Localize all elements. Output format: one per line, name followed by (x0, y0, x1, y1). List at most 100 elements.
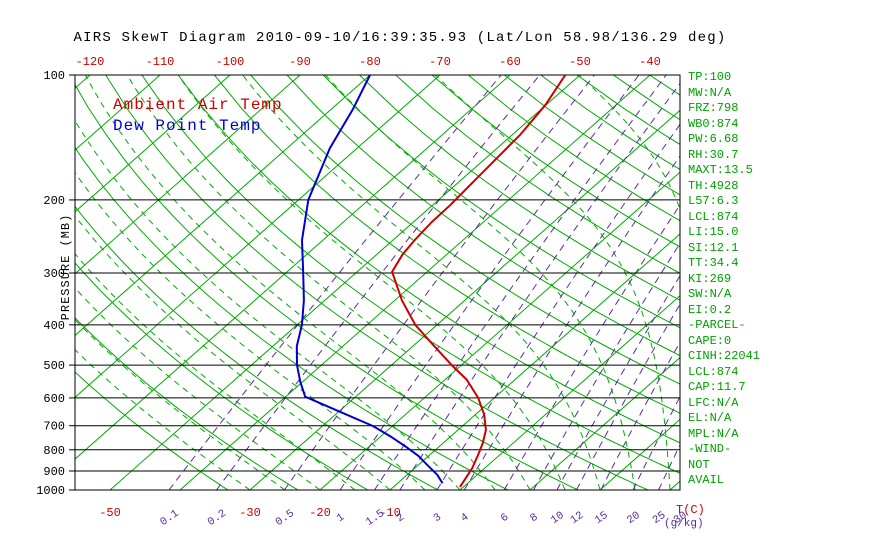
stat-line: MW:N/A (688, 85, 732, 100)
pressure-tick-label: 400 (43, 319, 65, 333)
isotherm-line (75, 75, 161, 151)
top-axis-tick-label: -110 (146, 55, 175, 69)
bottom-axis-tick-label: -20 (309, 506, 331, 520)
stat-line: WB0:874 (688, 116, 739, 131)
bottom-axis-tick-label: -30 (239, 506, 261, 520)
mixing-ratio-line (556, 274, 680, 490)
stat-line: RH:30.7 (688, 147, 739, 162)
stat-line: AVAIL (688, 473, 725, 487)
isotherm-line (75, 75, 511, 460)
pressure-axis: 100 200 300 400 500 600 700 800 900 1000 (36, 69, 681, 498)
stat-line: MAXT:13.5 (688, 163, 753, 177)
moist-adiabat-line (75, 319, 286, 490)
mixing-ratio-label: 1 (335, 511, 348, 525)
dry-adiabat-line (286, 75, 680, 357)
moist-adiabat-line (325, 75, 636, 490)
top-axis-tick-label: -50 (569, 55, 591, 69)
top-axis-tick-label: -70 (429, 55, 451, 69)
dry-adiabat-line (75, 146, 509, 490)
dry-adiabat-line (75, 371, 229, 490)
mixing-ratio-label: 4 (459, 511, 472, 525)
dry-adiabat-line (322, 75, 680, 329)
isotherm-line (389, 233, 680, 490)
stat-line: CAPE:0 (688, 333, 732, 348)
mixing-ratio-label: 0.2 (206, 508, 229, 529)
top-axis-tick-label: -120 (76, 55, 105, 69)
ambient-air-temp-curve (391, 75, 567, 488)
stat-line: KI:269 (688, 271, 732, 286)
isotherm-line (179, 75, 651, 490)
mixing-ratio-line (168, 75, 502, 490)
moist-adiabat-line (177, 75, 566, 490)
mixing-ratio-line (533, 242, 680, 490)
moist-adiabat-line (75, 119, 461, 490)
mixing-ratio-line (436, 123, 680, 490)
pressure-tick-label: 300 (43, 267, 65, 281)
dry-adiabat-line (75, 317, 299, 490)
moist-adiabat-line (75, 287, 321, 490)
mixing-ratio-label: 3 (432, 512, 444, 526)
mixing-ratio-label: 6 (499, 512, 511, 526)
pressure-tick-label: 1000 (36, 484, 65, 498)
moist-adiabat-line (242, 75, 601, 490)
stats-panel: TP:100 MW:N/A FRZ:798 WB0:874 PW:6.68 RH:30.7… (688, 70, 760, 489)
mixing-ratio-label: 8 (528, 512, 540, 526)
mixing-ratio-line (399, 82, 680, 490)
isotherm-line (75, 75, 231, 213)
stat-line: CAP:11.7 (688, 380, 746, 394)
mixing-ratio-label: 20 (625, 510, 643, 527)
dry-adiabat-line (250, 75, 680, 385)
mixing-ratio-line (374, 75, 667, 490)
stat-line: TP:100 (688, 70, 732, 84)
mixing-ratio-line (339, 75, 640, 490)
mixing-ratio-label: 15 (593, 510, 611, 527)
stat-line: EI:0.2 (688, 302, 732, 317)
moist-adiabat-line (126, 75, 531, 490)
dry-adiabat-line (141, 75, 680, 474)
moist-adiabat-line (84, 75, 496, 490)
isotherm-line (75, 75, 371, 337)
stat-line: MPL:N/A (688, 426, 739, 441)
isotherm-line (599, 418, 680, 490)
chart-title: AIRS SkewT Diagram 2010-09-10/16:39:35.9… (73, 30, 727, 46)
bottom-axis-tick-label: -10 (379, 506, 401, 520)
isotherm-line (529, 356, 680, 490)
temp-axis-unit-label: T(C) (676, 503, 705, 517)
mixing-ratio-unit-label: (g/kg) (664, 518, 704, 530)
mixing-ratio-line (216, 75, 541, 490)
dry-adiabat-line (177, 75, 680, 444)
dry-adiabat-line (75, 205, 439, 490)
dry-adiabat-line (75, 83, 579, 490)
stat-line: LI:15.0 (688, 225, 739, 239)
stat-line: -PARCEL- (688, 318, 746, 332)
stat-line: LCL:874 (688, 209, 739, 224)
moist-adiabat-line (75, 349, 251, 490)
mixing-ratio-label: 2 (395, 512, 407, 526)
mixing-ratio-label: 0.5 (274, 508, 297, 529)
mixing-ratio-line (283, 75, 595, 490)
bottom-axis-tick-label: -50 (99, 506, 121, 520)
isotherm-line (319, 171, 680, 490)
pressure-tick-label: 500 (43, 359, 65, 373)
top-axis-tick-label: -60 (499, 55, 521, 69)
grid-lines (75, 75, 680, 490)
stat-line: L57:6.3 (688, 194, 739, 208)
dry-adiabat-line (75, 262, 369, 490)
legend-dew-point-temp: Dew Point Temp (113, 117, 262, 135)
dry-adiabat-line (105, 75, 649, 490)
mixing-ratio-label: 10 (549, 510, 567, 527)
stat-line: PW:6.68 (688, 132, 739, 146)
stat-line: LFC:N/A (688, 395, 739, 410)
mixing-ratio-line (600, 341, 680, 490)
isotherm-line (459, 295, 680, 490)
moist-adiabat-line (75, 252, 356, 490)
pressure-tick-label: 700 (43, 420, 65, 434)
plot-frame (74, 74, 681, 491)
dew-point-temp-curve (295, 75, 444, 484)
moist-adiabat-line (75, 171, 426, 490)
mixing-ratio-label: 0.1 (158, 508, 181, 529)
top-axis-tick-label: -90 (289, 55, 311, 69)
pressure-tick-label: 100 (43, 69, 65, 83)
